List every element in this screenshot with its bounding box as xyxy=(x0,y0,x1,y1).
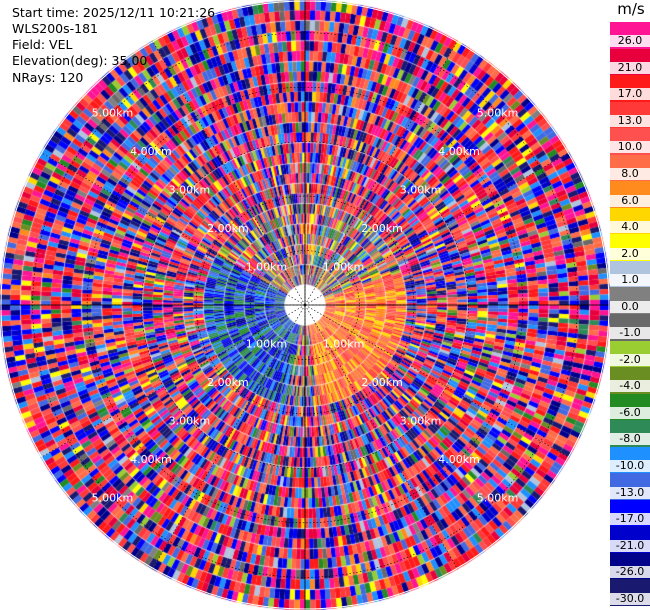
colorbar-label: 21.0 xyxy=(610,61,650,74)
range-ring-overlay: 1.00km 1.00km 1.00km 1.00km 2.00km 2.00km 2.00… xyxy=(0,0,610,610)
range-ring-label: 2.00km xyxy=(361,376,403,389)
range-ring-label: 5.00km xyxy=(477,106,519,119)
azimuth-spoke xyxy=(40,152,306,306)
range-ring-label: 3.00km xyxy=(400,183,442,196)
azimuth-spoke xyxy=(40,304,306,458)
range-ring-label: 1.00km xyxy=(323,260,365,273)
colorbar-label: 2.0 xyxy=(610,247,650,260)
colorbar-label: -6.0 xyxy=(610,406,650,419)
range-ring-label: 5.00km xyxy=(92,492,134,505)
azimuth-spoke xyxy=(304,152,570,306)
plot-boundary xyxy=(0,0,610,610)
range-ring-label: 5.00km xyxy=(92,106,134,119)
range-ring-label: 4.00km xyxy=(130,145,172,158)
range-ring-label: 2.00km xyxy=(207,222,249,235)
range-ring-label: 1.00km xyxy=(323,338,365,351)
range-ring-label: 5.00km xyxy=(477,492,519,505)
field-text: Field: VEL xyxy=(12,37,73,52)
colorbar-label: 0.0 xyxy=(610,300,650,313)
range-ring-label: 3.00km xyxy=(400,415,442,428)
station-text: WLS200s-181 xyxy=(12,21,98,36)
range-ring-label: 2.00km xyxy=(361,222,403,235)
range-ring-label: 4.00km xyxy=(438,453,480,466)
colorbar-label: 4.0 xyxy=(610,221,650,234)
ppi-plot: 1.00km 1.00km 1.00km 1.00km 2.00km 2.00km 2.00… xyxy=(0,0,610,610)
colorbar-label: 26.0 xyxy=(610,35,650,48)
range-ring-label: 1.00km xyxy=(246,338,288,351)
range-ring-label: 1.00km xyxy=(246,260,288,273)
range-ring-label: 3.00km xyxy=(169,415,211,428)
colorbar-label: -30.0 xyxy=(610,592,650,605)
range-ring-label: 3.00km xyxy=(169,183,211,196)
colorbar-label: -17.0 xyxy=(610,513,650,526)
colorbar-label: -13.0 xyxy=(610,486,650,499)
colorbar-label: 8.0 xyxy=(610,168,650,180)
elevation-text: Elevation(deg): 35.00 xyxy=(12,53,148,68)
colorbar-label: -1.0 xyxy=(610,327,650,340)
colorbar-label: 6.0 xyxy=(610,194,650,207)
start-time-text: Start time: 2025/12/11 10:21:26 xyxy=(12,5,216,20)
colorbar-label: 10.0 xyxy=(610,141,650,154)
colorbar-label: 17.0 xyxy=(610,88,650,101)
range-ring-label: 2.00km xyxy=(207,376,249,389)
colorbar-label: -21.0 xyxy=(610,539,650,552)
range-ring-label: 4.00km xyxy=(130,453,172,466)
range-ring-label: 4.00km xyxy=(438,145,480,158)
colorbar-label: -4.0 xyxy=(610,380,650,393)
azimuth-spoke xyxy=(304,304,570,458)
colorbar-label: 13.0 xyxy=(610,114,650,127)
colorbar-label: -2.0 xyxy=(610,353,650,366)
colorbar-label: 1.0 xyxy=(610,274,650,287)
colorbar-label: -8.0 xyxy=(610,433,650,446)
colorbar-label: -10.0 xyxy=(610,460,650,472)
colorbar-unit: m/s xyxy=(617,0,645,18)
nrays-text: NRays: 120 xyxy=(12,70,84,85)
colorbar-label: -26.0 xyxy=(610,566,650,579)
